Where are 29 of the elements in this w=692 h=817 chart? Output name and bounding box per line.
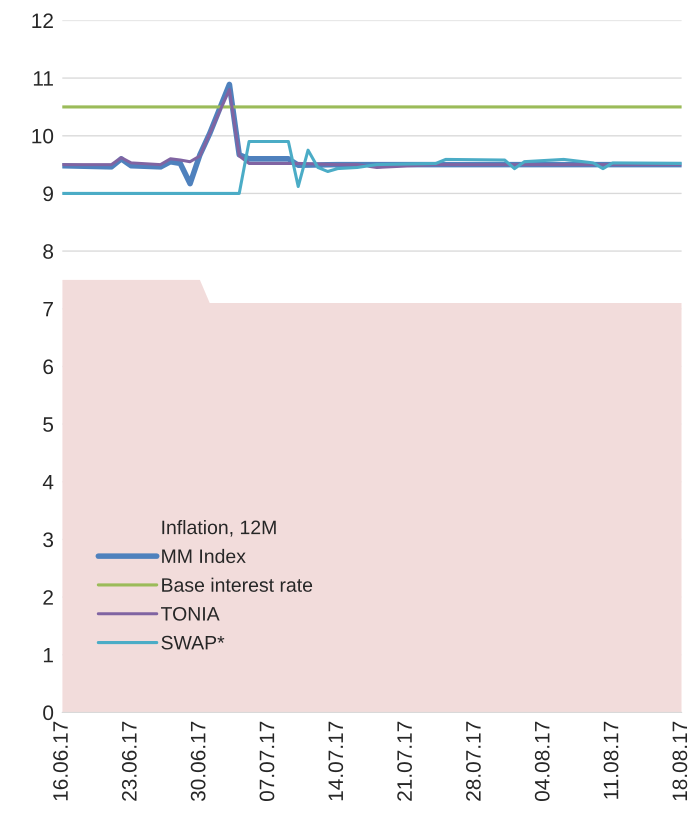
x-tick-label: 30.06.17	[190, 722, 206, 802]
x-tick-label: 16.06.17	[53, 722, 68, 800]
line-series	[62, 140, 682, 195]
y-tick-label: 0	[43, 705, 54, 720]
y-tick-label: 12	[32, 13, 53, 28]
y-tick-label: 8	[43, 244, 54, 259]
y-tick-label: 2	[43, 590, 53, 605]
legend-label: TONIA	[161, 606, 220, 621]
x-tick-label: 14.07.17	[328, 722, 344, 800]
y-tick-label: 10	[32, 128, 54, 144]
x-tick-label: 07.07.17	[260, 722, 274, 802]
legend-label: SWAP*	[161, 636, 224, 650]
x-tick-label: 21.07.17	[397, 722, 412, 801]
y-tick-label: 6	[43, 359, 54, 374]
y-tick-label: 9	[43, 186, 53, 202]
y-tick-label: 4	[42, 474, 54, 490]
legend-label: MM Index	[162, 548, 246, 564]
y-tick-label: 3	[43, 532, 54, 548]
x-tick-label: 18.08.17	[672, 722, 688, 800]
y-tick-label: 11	[34, 71, 53, 86]
y-tick-label: 1	[44, 648, 53, 662]
legend-label: Base interest rate	[162, 578, 312, 592]
y-tick-label: 7	[43, 302, 53, 316]
x-tick-label: 11.08.17	[604, 722, 618, 799]
x-tick-label: 28.07.17	[466, 722, 481, 801]
series-label: Inflation, 12M	[162, 520, 276, 537]
x-tick-label: 04.08.17	[534, 722, 550, 802]
x-tick-label: 23.06.17	[122, 722, 137, 801]
y-tick-label: 5	[43, 417, 54, 432]
